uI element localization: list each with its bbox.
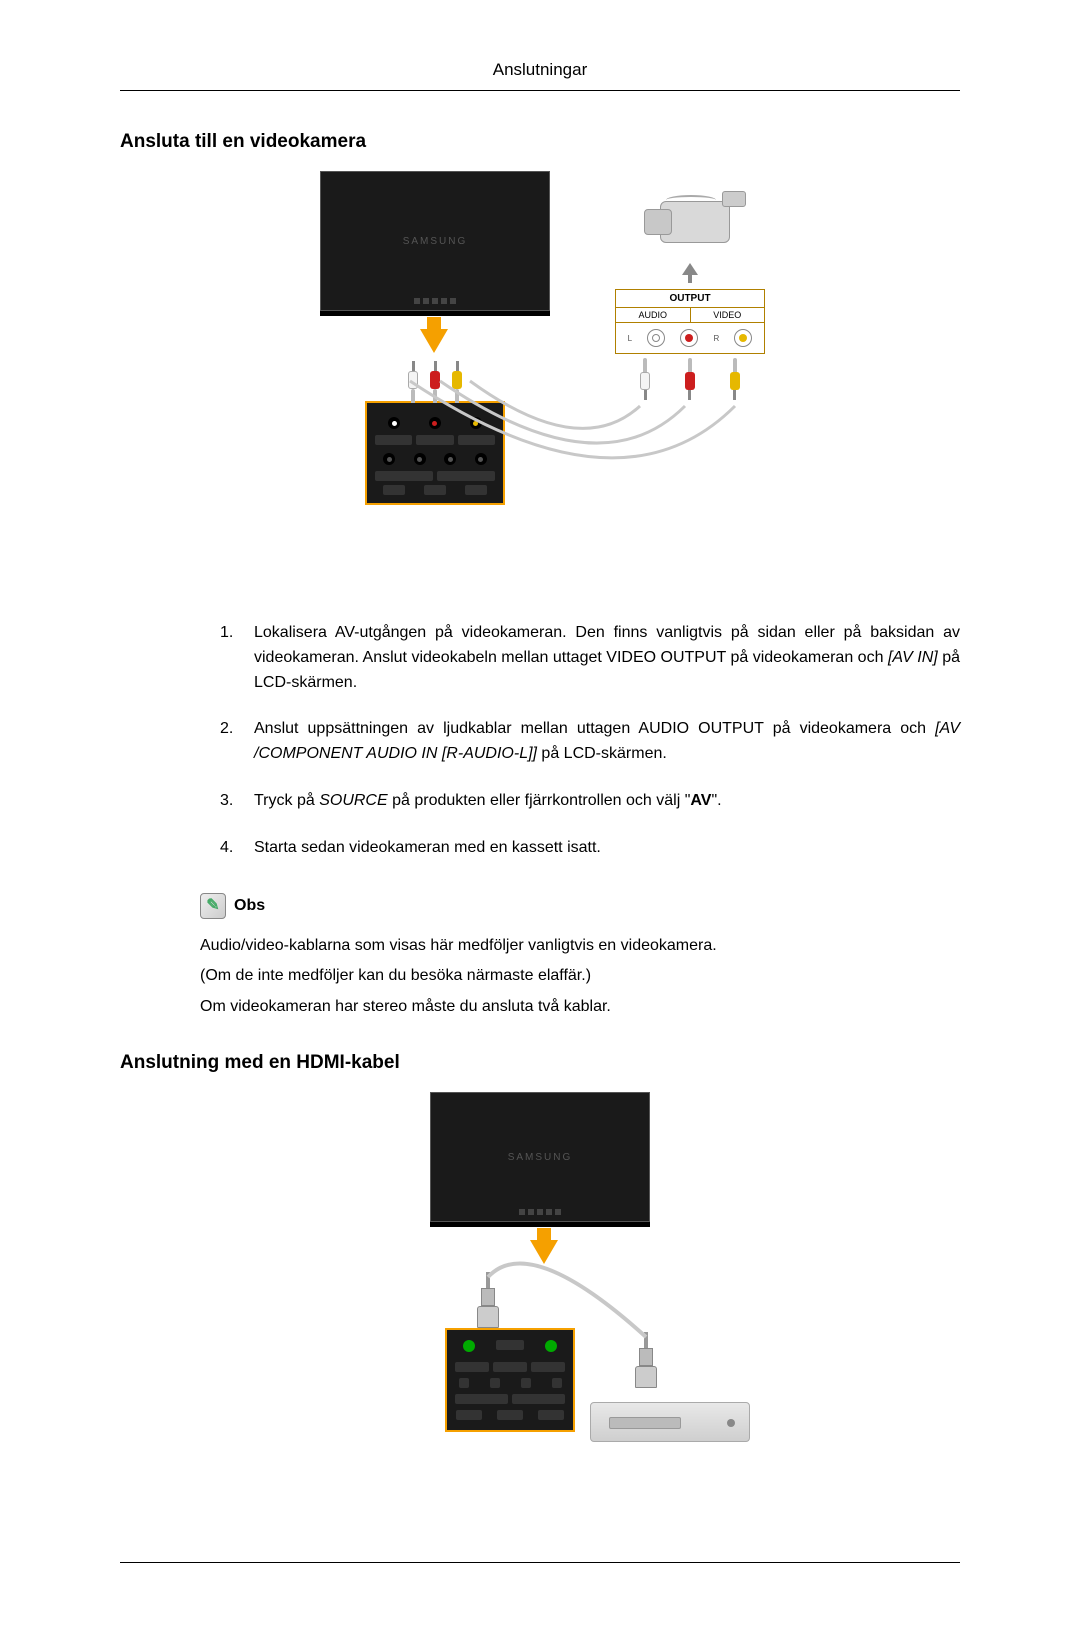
jack-r-label: R <box>713 334 719 352</box>
instruction-item: 1.Lokalisera AV-utgången på videokameran… <box>220 621 960 695</box>
instruction-number: 3. <box>220 789 254 814</box>
output-video-label: VIDEO <box>691 308 765 323</box>
instruction-list: 1.Lokalisera AV-utgången på videokameran… <box>220 621 960 861</box>
jack-l-label: L <box>628 334 632 352</box>
tv-port-panel <box>365 401 505 505</box>
section1-title: Ansluta till en videokamera <box>120 131 960 153</box>
footer-divider <box>120 1562 960 1563</box>
tv-port-panel-2 <box>445 1328 575 1432</box>
rca-plug-white <box>408 361 418 403</box>
instruction-item: 2.Anslut uppsättningen av ljudkablar mel… <box>220 717 960 767</box>
instruction-item: 3.Tryck på SOURCE på produkten eller fjä… <box>220 789 960 814</box>
note-line: Om videokameran har stereo måste du ansl… <box>200 992 960 1022</box>
rca-plug-red-out <box>685 358 695 400</box>
page-header: Anslutningar <box>120 60 960 91</box>
instruction-item: 4.Starta sedan videokameran med en kasse… <box>220 836 960 861</box>
output-audio-label: AUDIO <box>616 308 691 323</box>
note-line: (Om de inte medföljer kan du besöka närm… <box>200 961 960 991</box>
rca-plug-red <box>430 361 440 403</box>
instruction-number: 2. <box>220 717 254 767</box>
dvd-player-icon <box>590 1402 750 1442</box>
rca-plug-white-out <box>640 358 650 400</box>
instruction-number: 1. <box>220 621 254 695</box>
instruction-text: Tryck på SOURCE på produkten eller fjärr… <box>254 789 960 814</box>
note-line: Audio/video-kablarna som visas här medfö… <box>200 931 960 961</box>
instruction-text: Lokalisera AV-utgången på videokameran. … <box>254 621 960 695</box>
camcorder-icon <box>640 191 740 251</box>
diagram-camcorder-connection: SAMSUNG <box>120 171 960 591</box>
output-title: OUTPUT <box>616 290 764 308</box>
tv-brand-label: SAMSUNG <box>403 236 468 247</box>
arrow-down-icon-2 <box>530 1240 558 1264</box>
arrow-down-icon <box>420 329 448 353</box>
note-block: ✎ Obs Audio/video-kablarna som visas här… <box>200 891 960 1023</box>
note-icon: ✎ <box>200 893 226 919</box>
camcorder-output-panel: OUTPUT AUDIO VIDEO L R <box>615 289 765 354</box>
section2-title: Anslutning med en HDMI-kabel <box>120 1052 960 1074</box>
tv-brand-label-2: SAMSUNG <box>508 1152 573 1163</box>
rca-plug-yellow-out <box>730 358 740 400</box>
instruction-text: Anslut uppsättningen av ljudkablar mella… <box>254 717 960 767</box>
instruction-number: 4. <box>220 836 254 861</box>
instruction-text: Starta sedan videokameran med en kassett… <box>254 836 960 861</box>
hdmi-plug-tv <box>477 1272 499 1328</box>
arrow-up-icon <box>682 263 698 275</box>
note-label: Obs <box>234 891 265 921</box>
diagram-hdmi-connection: SAMSUNG <box>120 1092 960 1512</box>
hdmi-plug-device <box>635 1332 657 1388</box>
rca-plug-yellow <box>452 361 462 403</box>
